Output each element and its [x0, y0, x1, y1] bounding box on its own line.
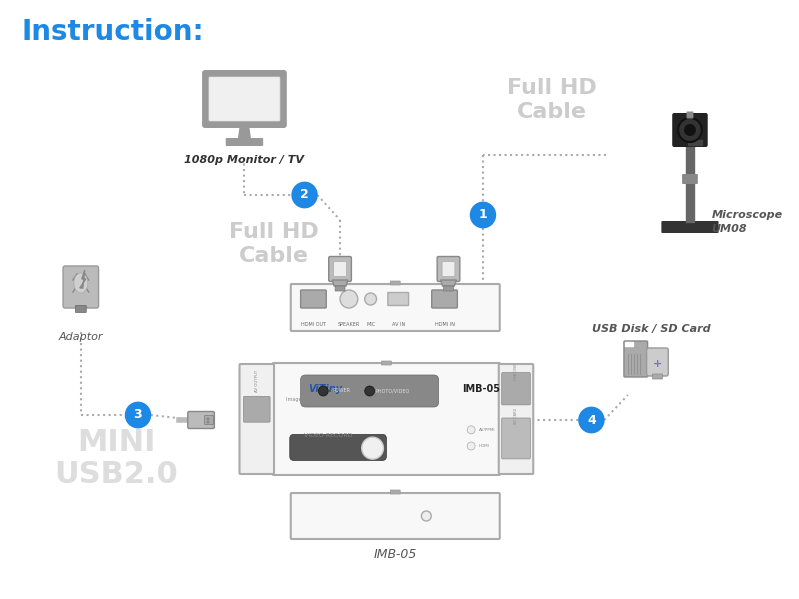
FancyBboxPatch shape: [388, 292, 408, 305]
Text: Full HD: Full HD: [229, 222, 319, 242]
Text: 4: 4: [587, 413, 596, 426]
Text: HDMI: HDMI: [479, 444, 490, 448]
FancyBboxPatch shape: [328, 256, 352, 282]
FancyBboxPatch shape: [682, 174, 698, 184]
Text: Image Capture & Recording Box: Image Capture & Recording Box: [286, 398, 364, 403]
Text: +: +: [653, 359, 662, 369]
Text: SD CARD: SD CARD: [514, 408, 518, 424]
Text: MINI: MINI: [77, 428, 156, 457]
FancyBboxPatch shape: [381, 361, 392, 365]
Text: USB2.0: USB2.0: [54, 460, 178, 489]
FancyBboxPatch shape: [443, 286, 453, 291]
Text: USB Disk / SD Card: USB Disk / SD Card: [592, 324, 711, 334]
FancyBboxPatch shape: [391, 281, 400, 285]
Circle shape: [206, 420, 209, 423]
Text: 1080p Monitor / TV: 1080p Monitor / TV: [185, 155, 304, 165]
Text: Instruction:: Instruction:: [22, 18, 205, 46]
Text: 2: 2: [300, 189, 309, 201]
Circle shape: [340, 290, 358, 308]
Circle shape: [362, 437, 384, 459]
Ellipse shape: [74, 273, 88, 293]
FancyBboxPatch shape: [334, 262, 347, 277]
Text: VIDEO RECORD: VIDEO RECORD: [304, 432, 352, 438]
FancyBboxPatch shape: [226, 138, 263, 146]
Text: Adaptor: Adaptor: [58, 332, 103, 342]
Text: USB DISK: USB DISK: [514, 363, 518, 380]
FancyBboxPatch shape: [63, 266, 98, 308]
Text: Cable: Cable: [517, 102, 587, 122]
Text: Microscope: Microscope: [712, 210, 783, 220]
Circle shape: [292, 183, 316, 207]
Circle shape: [318, 386, 328, 396]
Text: ViTiny: ViTiny: [308, 384, 342, 394]
Text: 3: 3: [133, 409, 142, 422]
FancyBboxPatch shape: [502, 418, 531, 459]
FancyBboxPatch shape: [188, 412, 214, 428]
FancyBboxPatch shape: [202, 70, 287, 128]
FancyBboxPatch shape: [391, 490, 400, 494]
Text: Full HD: Full HD: [507, 78, 597, 98]
FancyBboxPatch shape: [291, 284, 499, 331]
FancyBboxPatch shape: [335, 286, 345, 291]
Circle shape: [471, 203, 495, 227]
Circle shape: [467, 426, 475, 434]
Text: HDMI OUT: HDMI OUT: [301, 322, 326, 327]
FancyBboxPatch shape: [431, 290, 457, 308]
FancyBboxPatch shape: [624, 341, 647, 377]
Circle shape: [684, 124, 696, 136]
Polygon shape: [227, 139, 262, 145]
FancyBboxPatch shape: [291, 493, 499, 539]
FancyBboxPatch shape: [662, 221, 718, 233]
Text: Cable: Cable: [239, 246, 309, 266]
Text: 1: 1: [479, 208, 487, 222]
FancyBboxPatch shape: [75, 305, 86, 313]
Text: HDMI IN: HDMI IN: [435, 322, 455, 327]
Polygon shape: [332, 280, 348, 286]
FancyBboxPatch shape: [437, 256, 459, 282]
Polygon shape: [686, 120, 694, 222]
Text: AV IN: AV IN: [392, 322, 405, 327]
FancyBboxPatch shape: [686, 111, 694, 119]
Text: UM08: UM08: [712, 224, 747, 234]
Polygon shape: [80, 270, 85, 288]
FancyBboxPatch shape: [672, 113, 708, 147]
FancyBboxPatch shape: [240, 364, 274, 474]
Text: AV OUTPUT: AV OUTPUT: [255, 370, 259, 392]
Circle shape: [206, 418, 209, 420]
Text: MIC: MIC: [366, 322, 376, 327]
Polygon shape: [440, 280, 456, 286]
FancyBboxPatch shape: [442, 262, 455, 277]
Circle shape: [126, 403, 150, 427]
Text: AV/PPMI: AV/PPMI: [479, 428, 495, 432]
FancyBboxPatch shape: [290, 434, 387, 461]
FancyBboxPatch shape: [272, 363, 501, 475]
Polygon shape: [239, 125, 250, 139]
Polygon shape: [625, 342, 633, 346]
FancyBboxPatch shape: [244, 397, 270, 422]
FancyBboxPatch shape: [499, 364, 533, 474]
FancyBboxPatch shape: [209, 77, 280, 121]
FancyBboxPatch shape: [300, 375, 439, 407]
Circle shape: [467, 442, 475, 450]
Text: PHOTO/VIDEO: PHOTO/VIDEO: [376, 389, 409, 394]
FancyBboxPatch shape: [646, 348, 668, 376]
Circle shape: [421, 511, 431, 521]
Circle shape: [678, 118, 702, 142]
Text: POWER: POWER: [332, 389, 350, 394]
Text: SPEAKER: SPEAKER: [338, 322, 360, 327]
FancyBboxPatch shape: [205, 416, 213, 425]
Text: IMB-05: IMB-05: [374, 548, 417, 561]
Circle shape: [579, 408, 603, 432]
Circle shape: [364, 386, 375, 396]
FancyBboxPatch shape: [502, 373, 531, 405]
FancyBboxPatch shape: [653, 374, 662, 379]
FancyBboxPatch shape: [300, 290, 326, 308]
Polygon shape: [688, 140, 702, 145]
Circle shape: [364, 293, 376, 305]
Text: IMB-05: IMB-05: [462, 384, 500, 394]
